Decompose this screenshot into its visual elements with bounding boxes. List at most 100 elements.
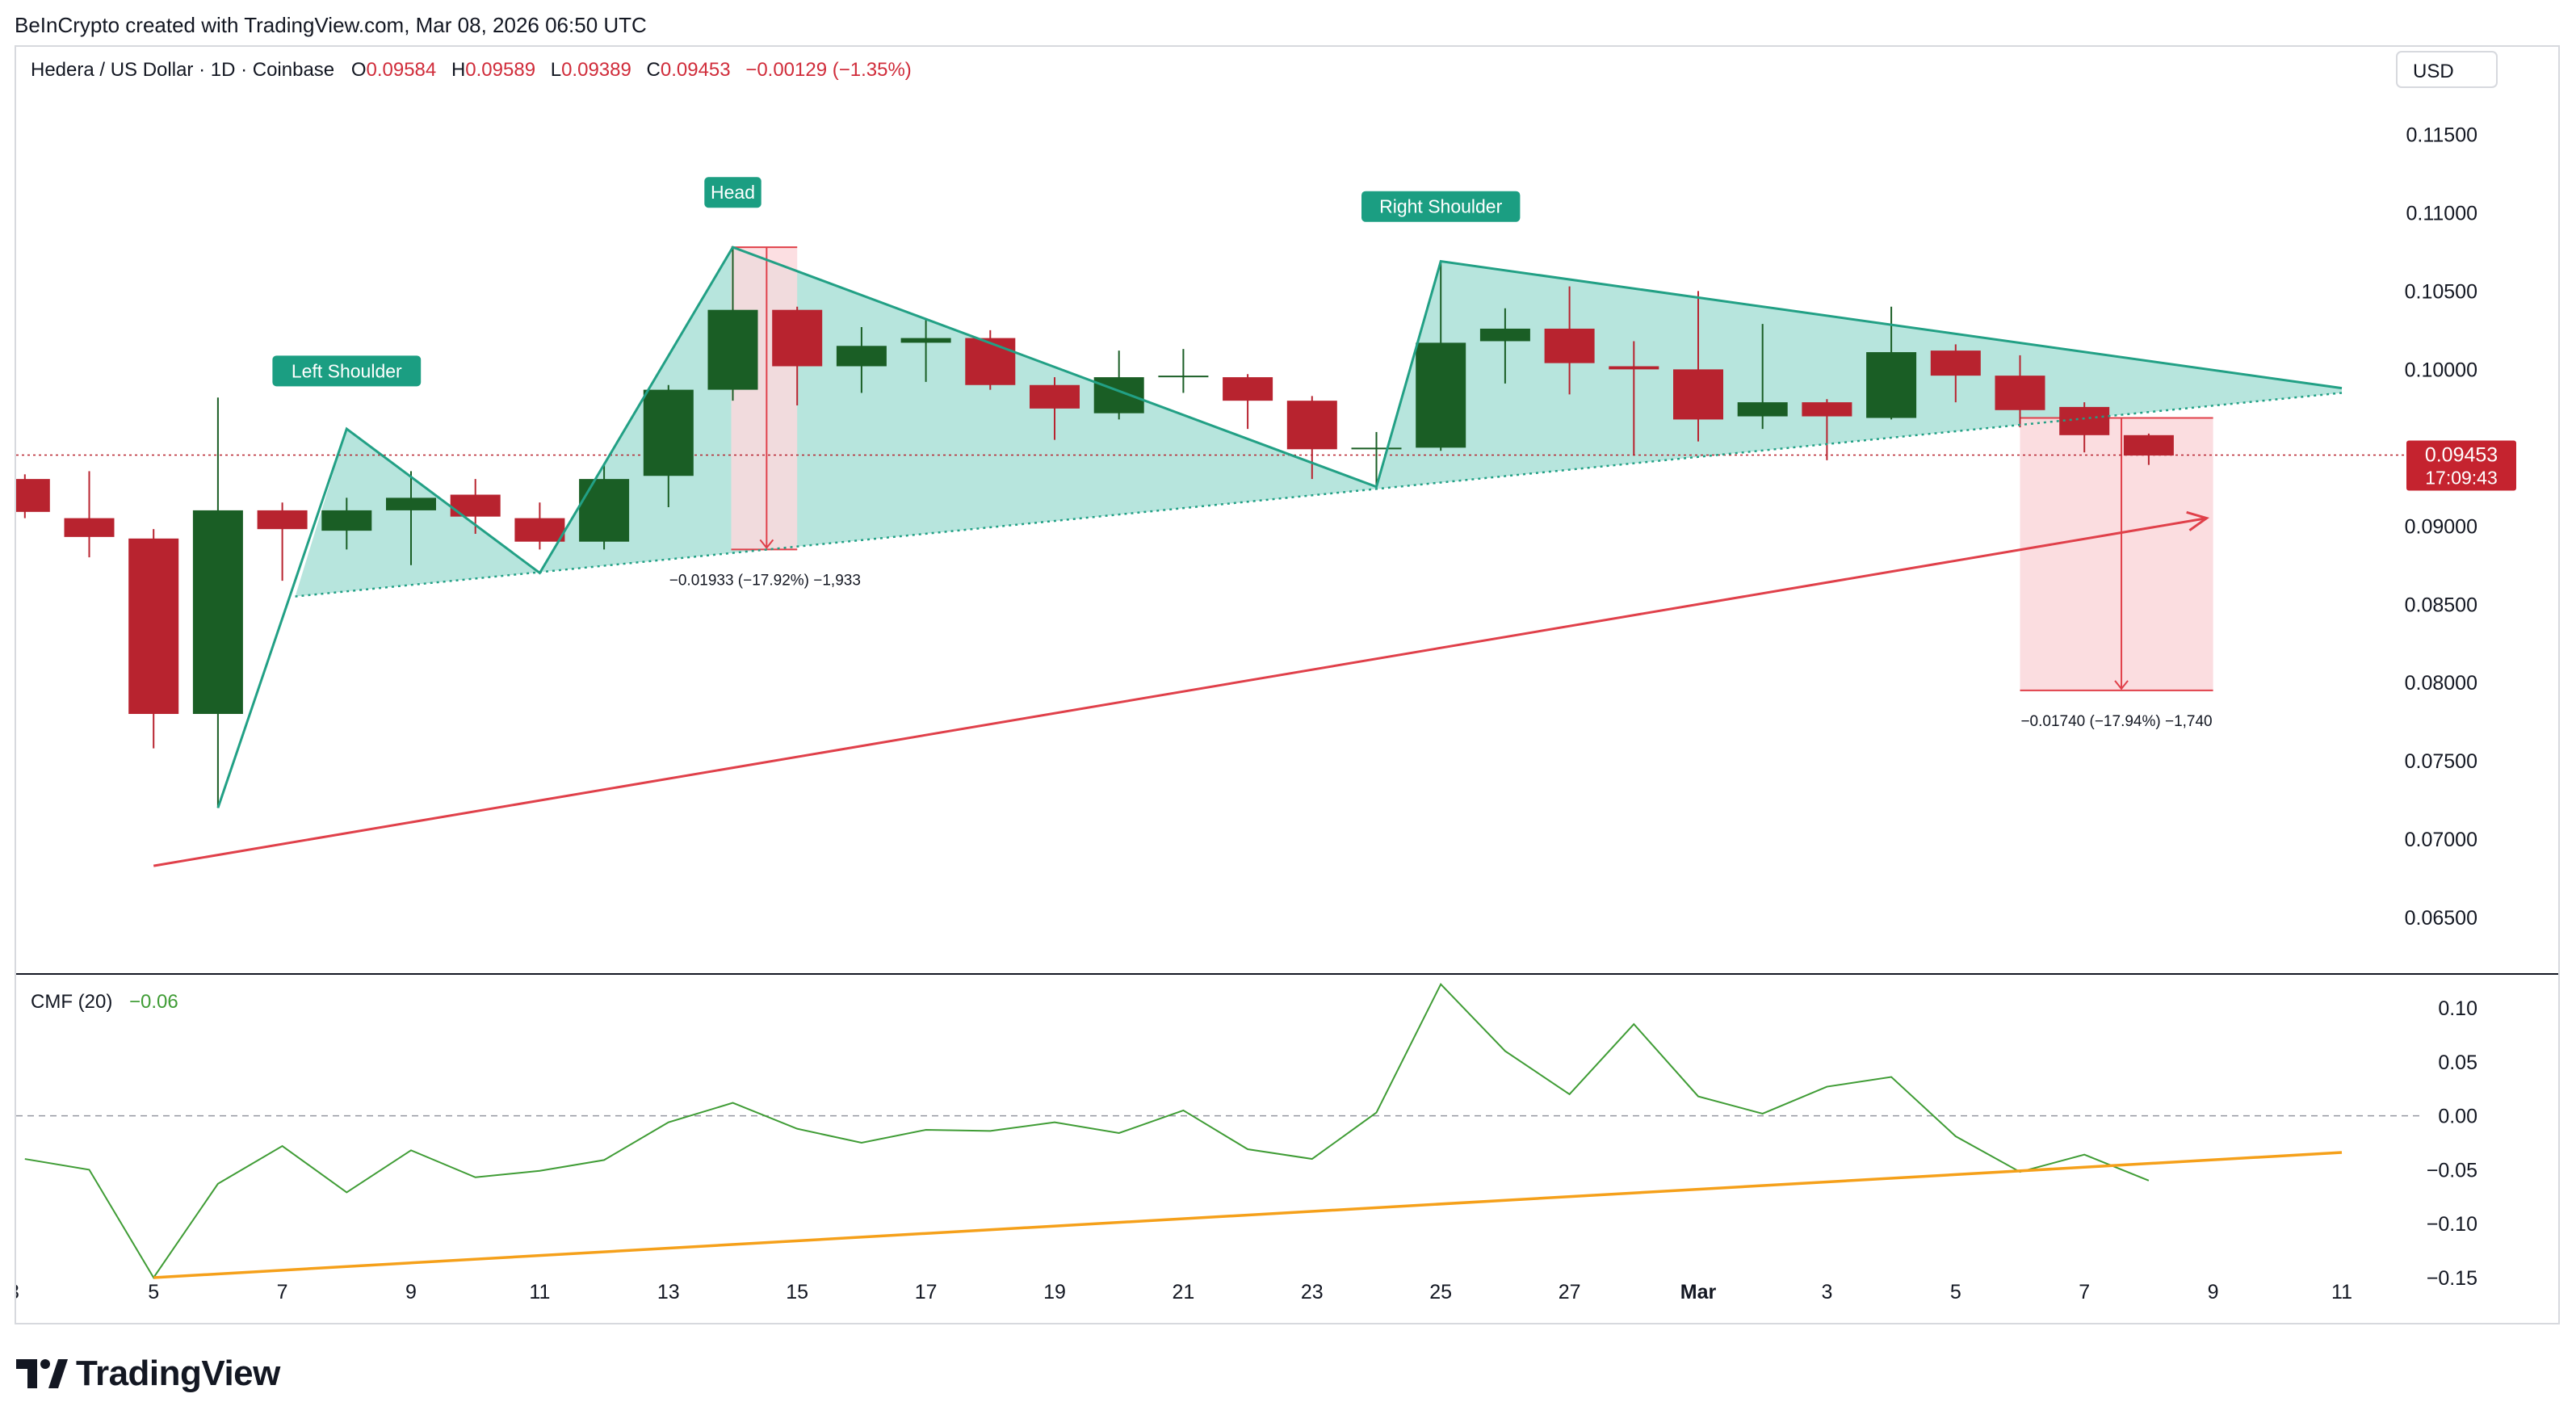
candle-body[interactable] bbox=[707, 309, 758, 390]
candle-body[interactable] bbox=[2123, 434, 2174, 456]
candle[interactable] bbox=[1673, 291, 1723, 442]
candle[interactable] bbox=[900, 319, 951, 382]
candle-body[interactable] bbox=[836, 346, 887, 367]
tradingview-logo[interactable]: TradingView bbox=[16, 1354, 280, 1394]
candle-body[interactable] bbox=[1286, 401, 1337, 450]
candle-body[interactable] bbox=[772, 309, 823, 367]
candle[interactable] bbox=[707, 247, 758, 401]
candle-body[interactable] bbox=[900, 338, 951, 343]
candle-body[interactable] bbox=[128, 538, 179, 715]
time-tick-label: 5 bbox=[148, 1281, 159, 1303]
high-value: 0.09589 bbox=[465, 59, 535, 81]
candle[interactable] bbox=[1930, 344, 1981, 403]
time-tick-label: 9 bbox=[405, 1281, 417, 1303]
candle[interactable] bbox=[192, 397, 243, 808]
candle-body[interactable] bbox=[16, 479, 50, 512]
head-label[interactable]: Head bbox=[704, 177, 761, 208]
cmf-trendline[interactable] bbox=[153, 1151, 2343, 1279]
cmf-pane[interactable] bbox=[16, 982, 2421, 1279]
price-tick-label: 0.08000 bbox=[2405, 672, 2477, 695]
candle[interactable] bbox=[772, 306, 823, 405]
candle-body[interactable] bbox=[2059, 406, 2110, 435]
right-shoulder-label-text: Right Shoulder bbox=[1379, 196, 1502, 217]
candle[interactable] bbox=[16, 474, 50, 518]
candle-body[interactable] bbox=[643, 389, 694, 476]
candle[interactable] bbox=[1286, 396, 1337, 480]
candle-body[interactable] bbox=[1737, 402, 1788, 417]
currency-label: USD bbox=[2413, 61, 2454, 82]
candle-body[interactable] bbox=[1479, 328, 1530, 342]
candle[interactable] bbox=[1866, 306, 1917, 420]
low-value: 0.09389 bbox=[561, 59, 631, 81]
price-tick-label: 0.07000 bbox=[2405, 829, 2477, 851]
candle-body[interactable] bbox=[257, 510, 308, 530]
current-price-badge-bg bbox=[2406, 440, 2516, 491]
chart-svg[interactable]: Left Shoulder Head Right Shoulder −0.01933 … bbox=[16, 47, 2558, 1323]
candle[interactable] bbox=[1802, 399, 1852, 460]
neckline[interactable] bbox=[295, 392, 2343, 598]
target-measure-box[interactable] bbox=[2020, 418, 2213, 691]
candle-body[interactable] bbox=[1866, 352, 1917, 418]
candle[interactable] bbox=[64, 471, 115, 558]
price-tick-label: 0.10500 bbox=[2405, 280, 2477, 303]
candle-body[interactable] bbox=[1544, 328, 1595, 363]
candle[interactable] bbox=[1737, 324, 1788, 430]
candle[interactable] bbox=[128, 529, 179, 749]
candle-body[interactable] bbox=[1609, 366, 1659, 370]
price-tick-label: 0.09000 bbox=[2405, 515, 2477, 538]
candle-body[interactable] bbox=[1995, 376, 2045, 410]
candle-body[interactable] bbox=[1930, 351, 1981, 376]
candle[interactable] bbox=[514, 502, 565, 550]
currency-button[interactable]: USD bbox=[2396, 51, 2498, 88]
candle[interactable] bbox=[2123, 433, 2174, 465]
candle[interactable] bbox=[1030, 377, 1080, 440]
candle-body[interactable] bbox=[1673, 369, 1723, 420]
time-tick-label: 13 bbox=[657, 1281, 680, 1303]
left-shoulder-label[interactable]: Left Shoulder bbox=[272, 355, 422, 387]
candle-body[interactable] bbox=[321, 510, 372, 531]
symbol-name: Hedera / US Dollar · 1D · Coinbase bbox=[31, 59, 334, 81]
candle[interactable] bbox=[1093, 351, 1144, 420]
candle-body[interactable] bbox=[192, 510, 243, 715]
candle[interactable] bbox=[1158, 349, 1209, 393]
head-measure-box[interactable] bbox=[731, 247, 798, 550]
low-label: L bbox=[551, 59, 561, 81]
candle[interactable] bbox=[1544, 286, 1595, 395]
candle[interactable] bbox=[1609, 341, 1659, 456]
candle-body[interactable] bbox=[1351, 447, 1402, 450]
candle-body[interactable] bbox=[514, 518, 565, 542]
cmf-line[interactable] bbox=[24, 982, 2150, 1279]
chart-frame[interactable]: Left Shoulder Head Right Shoulder −0.01933 … bbox=[15, 45, 2560, 1324]
cmf-tick-label: 0.05 bbox=[2438, 1052, 2477, 1074]
candle[interactable] bbox=[1416, 261, 1466, 451]
candle[interactable] bbox=[643, 384, 694, 508]
price-pane[interactable]: Left Shoulder Head Right Shoulder −0.01933 … bbox=[16, 177, 2421, 867]
candle[interactable] bbox=[386, 471, 436, 565]
candle-body[interactable] bbox=[64, 518, 115, 537]
red-trendline[interactable] bbox=[153, 517, 2207, 867]
candle[interactable] bbox=[2059, 402, 2110, 453]
candle[interactable] bbox=[579, 463, 630, 550]
candle-body[interactable] bbox=[1158, 376, 1209, 378]
candle[interactable] bbox=[1479, 308, 1530, 384]
right-shoulder-label-bg bbox=[1361, 191, 1521, 222]
left-shoulder-label-text: Left Shoulder bbox=[292, 360, 402, 381]
head-shoulders-outline bbox=[216, 246, 2343, 808]
candle-body[interactable] bbox=[386, 497, 436, 510]
candle[interactable] bbox=[1223, 374, 1273, 430]
candle-body[interactable] bbox=[579, 479, 630, 542]
candle-body[interactable] bbox=[1416, 342, 1466, 448]
candle[interactable] bbox=[836, 327, 887, 393]
candle[interactable] bbox=[321, 497, 372, 550]
candle-body[interactable] bbox=[965, 338, 1016, 385]
candle-body[interactable] bbox=[1223, 377, 1273, 401]
candle[interactable] bbox=[965, 330, 1016, 390]
candle[interactable] bbox=[257, 502, 308, 581]
candle-body[interactable] bbox=[1030, 384, 1080, 409]
right-shoulder-label[interactable]: Right Shoulder bbox=[1361, 191, 1521, 222]
candle-body[interactable] bbox=[1802, 402, 1852, 417]
candle-body[interactable] bbox=[1093, 377, 1144, 413]
candle[interactable] bbox=[1995, 355, 2045, 428]
candle[interactable] bbox=[1351, 431, 1402, 487]
